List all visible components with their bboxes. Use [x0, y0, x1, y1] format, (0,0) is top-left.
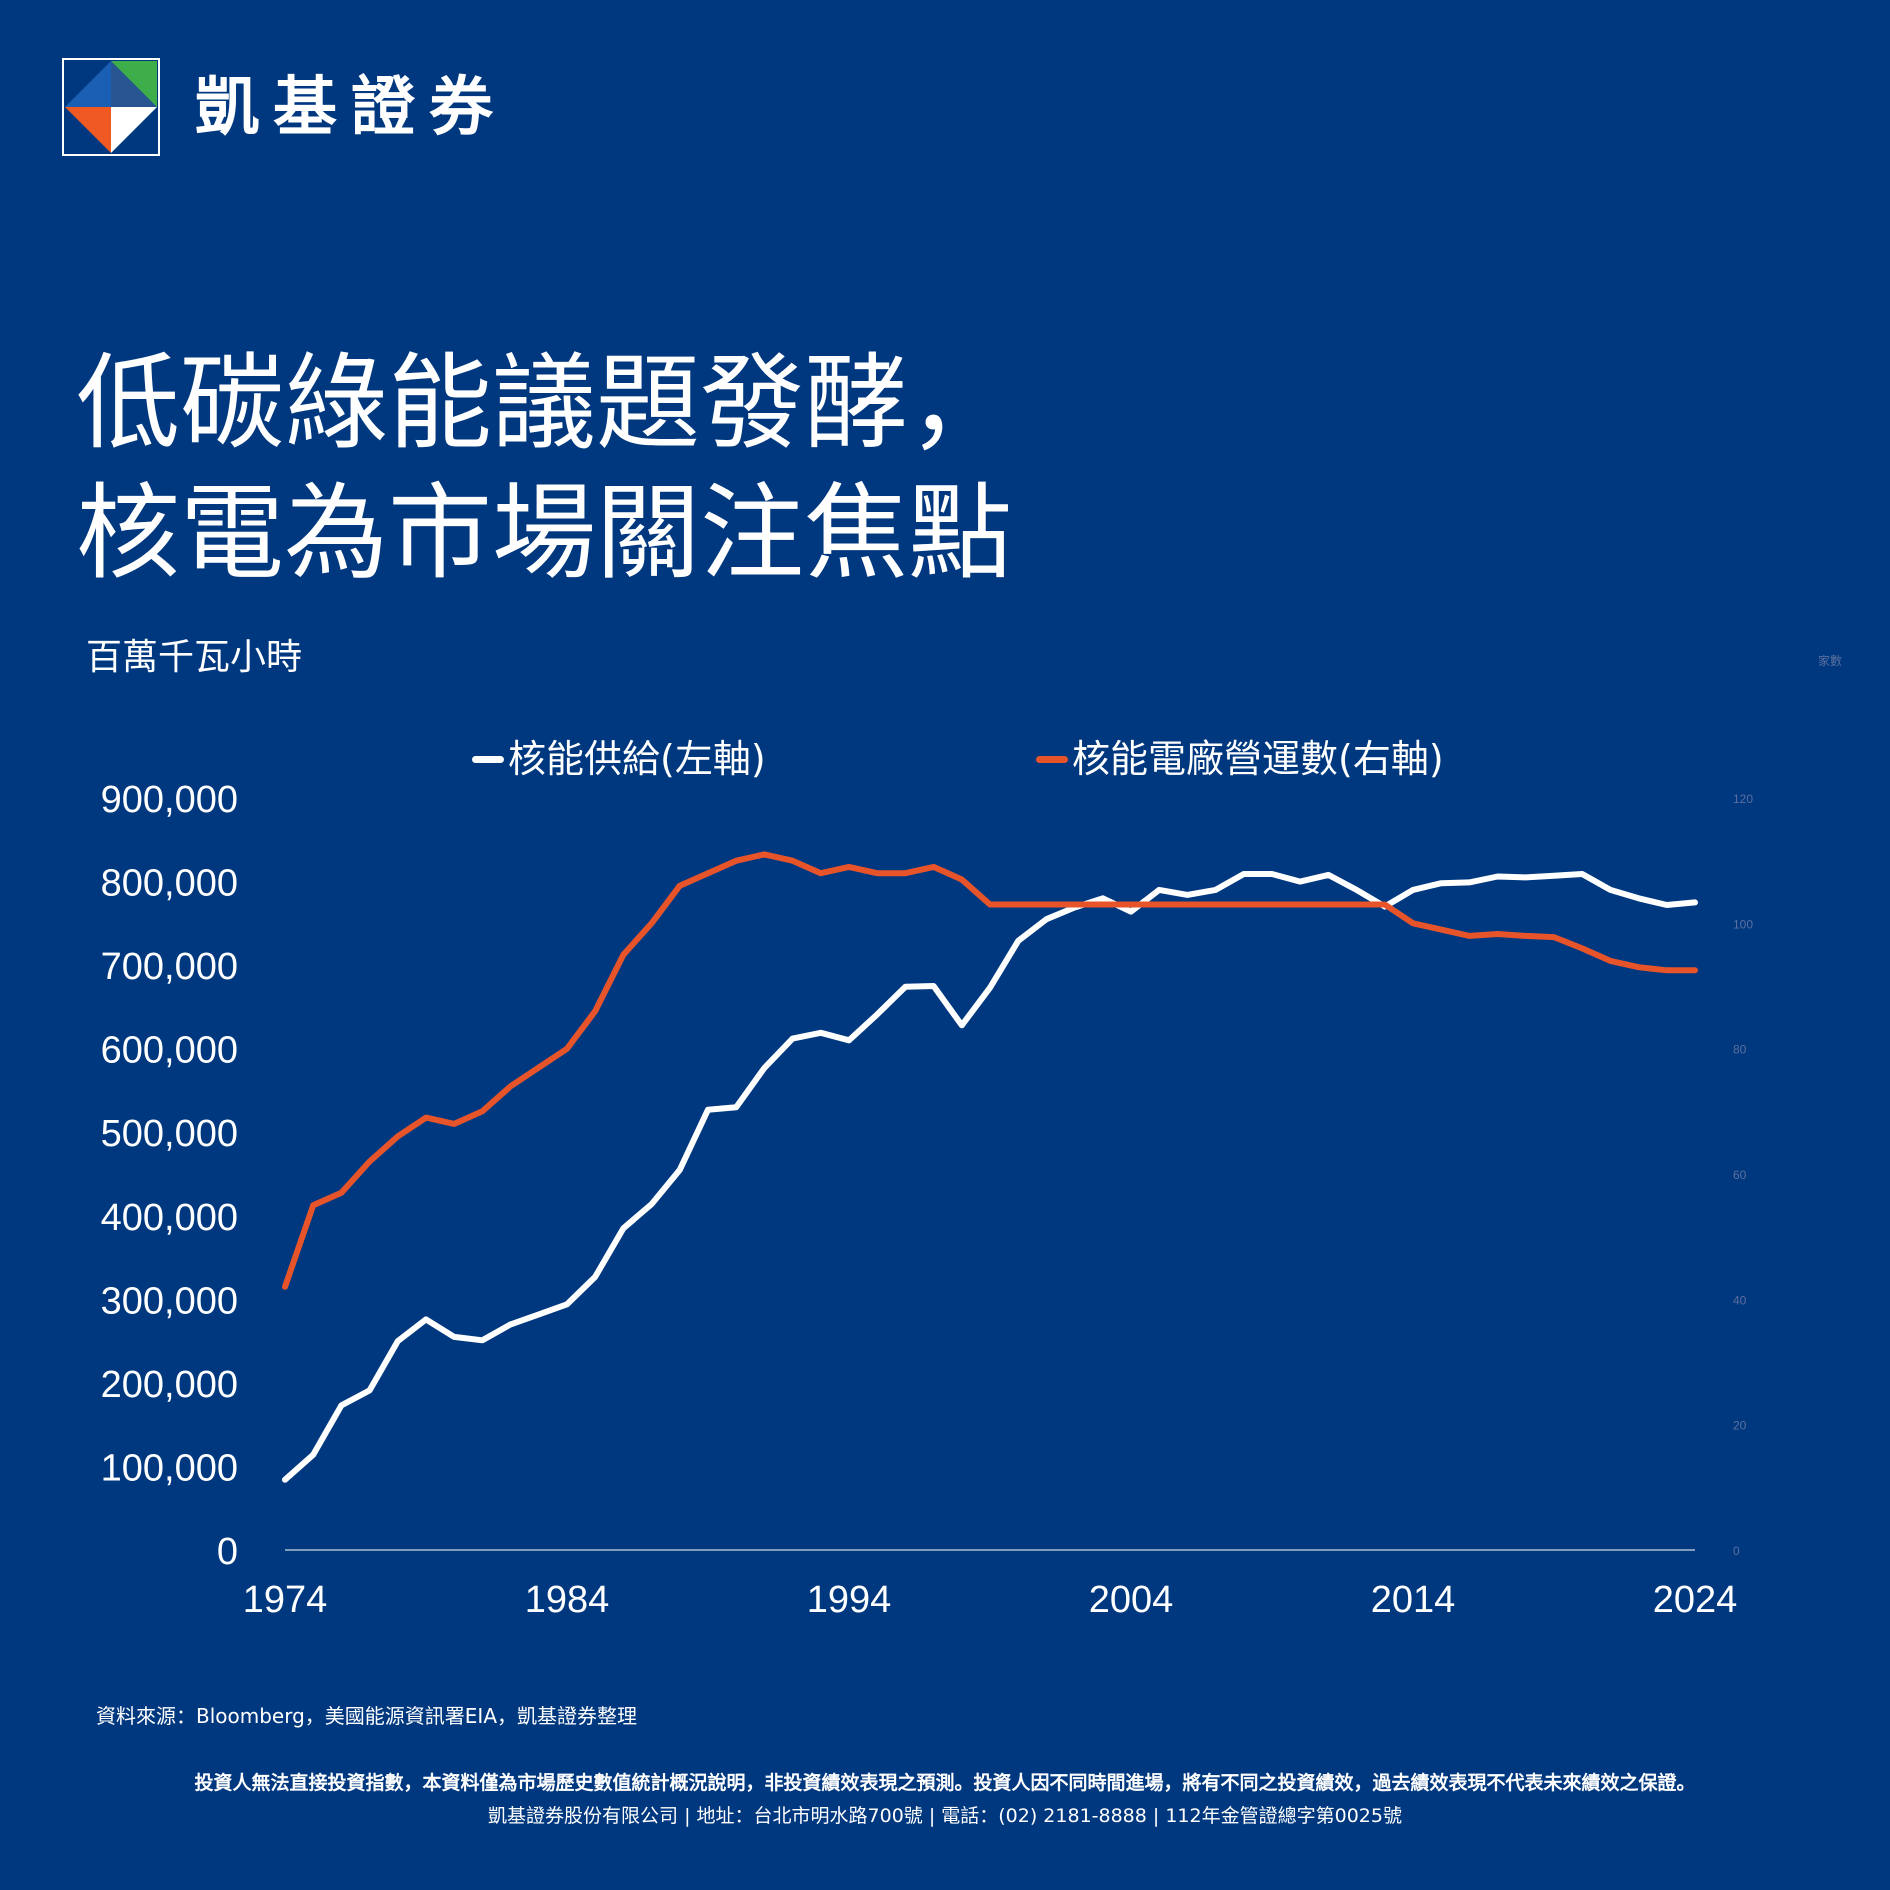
y-left-tick-label: 200,000 — [101, 1364, 238, 1406]
x-tick-label: 1994 — [807, 1579, 892, 1621]
legend-plants-label: 核能電廠營運數(右軸) — [1072, 737, 1444, 781]
disclaimer: 投資人無法直接投資指數，本資料僅為市場歷史數值統計概況說明，非投資績效表現之預測… — [194, 1772, 1696, 1794]
left-axis-unit: 百萬千瓦小時 — [86, 637, 303, 678]
y-right-tick-label: 100 — [1733, 917, 1753, 931]
x-tick-label: 2014 — [1371, 1579, 1456, 1621]
company-info: 凱基證券股份有限公司 | 地址：台北市明水路700號 | 電話：(02) 218… — [488, 1805, 1402, 1827]
headline-line-2: 核電為市場關注焦點 — [76, 472, 1013, 594]
y-left-tick-label: 300,000 — [101, 1280, 238, 1322]
legend-plants: 核能電廠營運數(右軸) — [1036, 734, 1444, 784]
y-right-tick-label: 60 — [1733, 1168, 1747, 1182]
y-left-tick-label: 500,000 — [101, 1113, 238, 1155]
brand-name: 凱基證券 — [195, 71, 507, 145]
y-left-tick-label: 800,000 — [101, 863, 238, 905]
legend-supply: 核能供給(左軸) — [472, 734, 766, 784]
headline-line-1: 低碳綠能議題發酵， — [76, 342, 1013, 464]
headline: 低碳綠能議題發酵， 核電為市場關注焦點 — [76, 338, 1012, 598]
y-left-tick-label: 900,000 — [101, 779, 238, 821]
y-left-tick-label: 700,000 — [101, 946, 238, 988]
y-left-tick-label: 0 — [217, 1531, 238, 1573]
x-tick-label: 1984 — [525, 1579, 610, 1621]
y-left-tick-label: 400,000 — [101, 1197, 238, 1239]
legend-supply-swatch — [472, 755, 504, 763]
y-left-tick-label: 100,000 — [101, 1447, 238, 1489]
x-tick-label: 2004 — [1089, 1579, 1174, 1621]
kgi-logo — [62, 58, 160, 156]
y-left-tick-label: 600,000 — [101, 1030, 238, 1072]
x-tick-label: 1974 — [243, 1579, 328, 1621]
series-line-nuclear-plants — [282, 851, 1698, 1290]
source-note: 資料來源：Bloomberg，美國能源資訊署EIA，凱基證券整理 — [96, 1704, 638, 1728]
y-right-tick-label: 120 — [1733, 792, 1753, 806]
x-tick-label: 2024 — [1653, 1579, 1738, 1621]
y-right-tick-label: 20 — [1733, 1419, 1747, 1433]
y-right-tick-label: 80 — [1733, 1043, 1747, 1057]
legend-plants-swatch — [1036, 755, 1068, 763]
right-axis-unit: 家數 — [1817, 654, 1842, 668]
legend-supply-label: 核能供給(左軸) — [508, 737, 766, 781]
y-right-tick-label: 40 — [1733, 1293, 1747, 1307]
y-right-tick-label: 0 — [1733, 1544, 1740, 1558]
series-line-nuclear-supply — [282, 871, 1698, 1483]
